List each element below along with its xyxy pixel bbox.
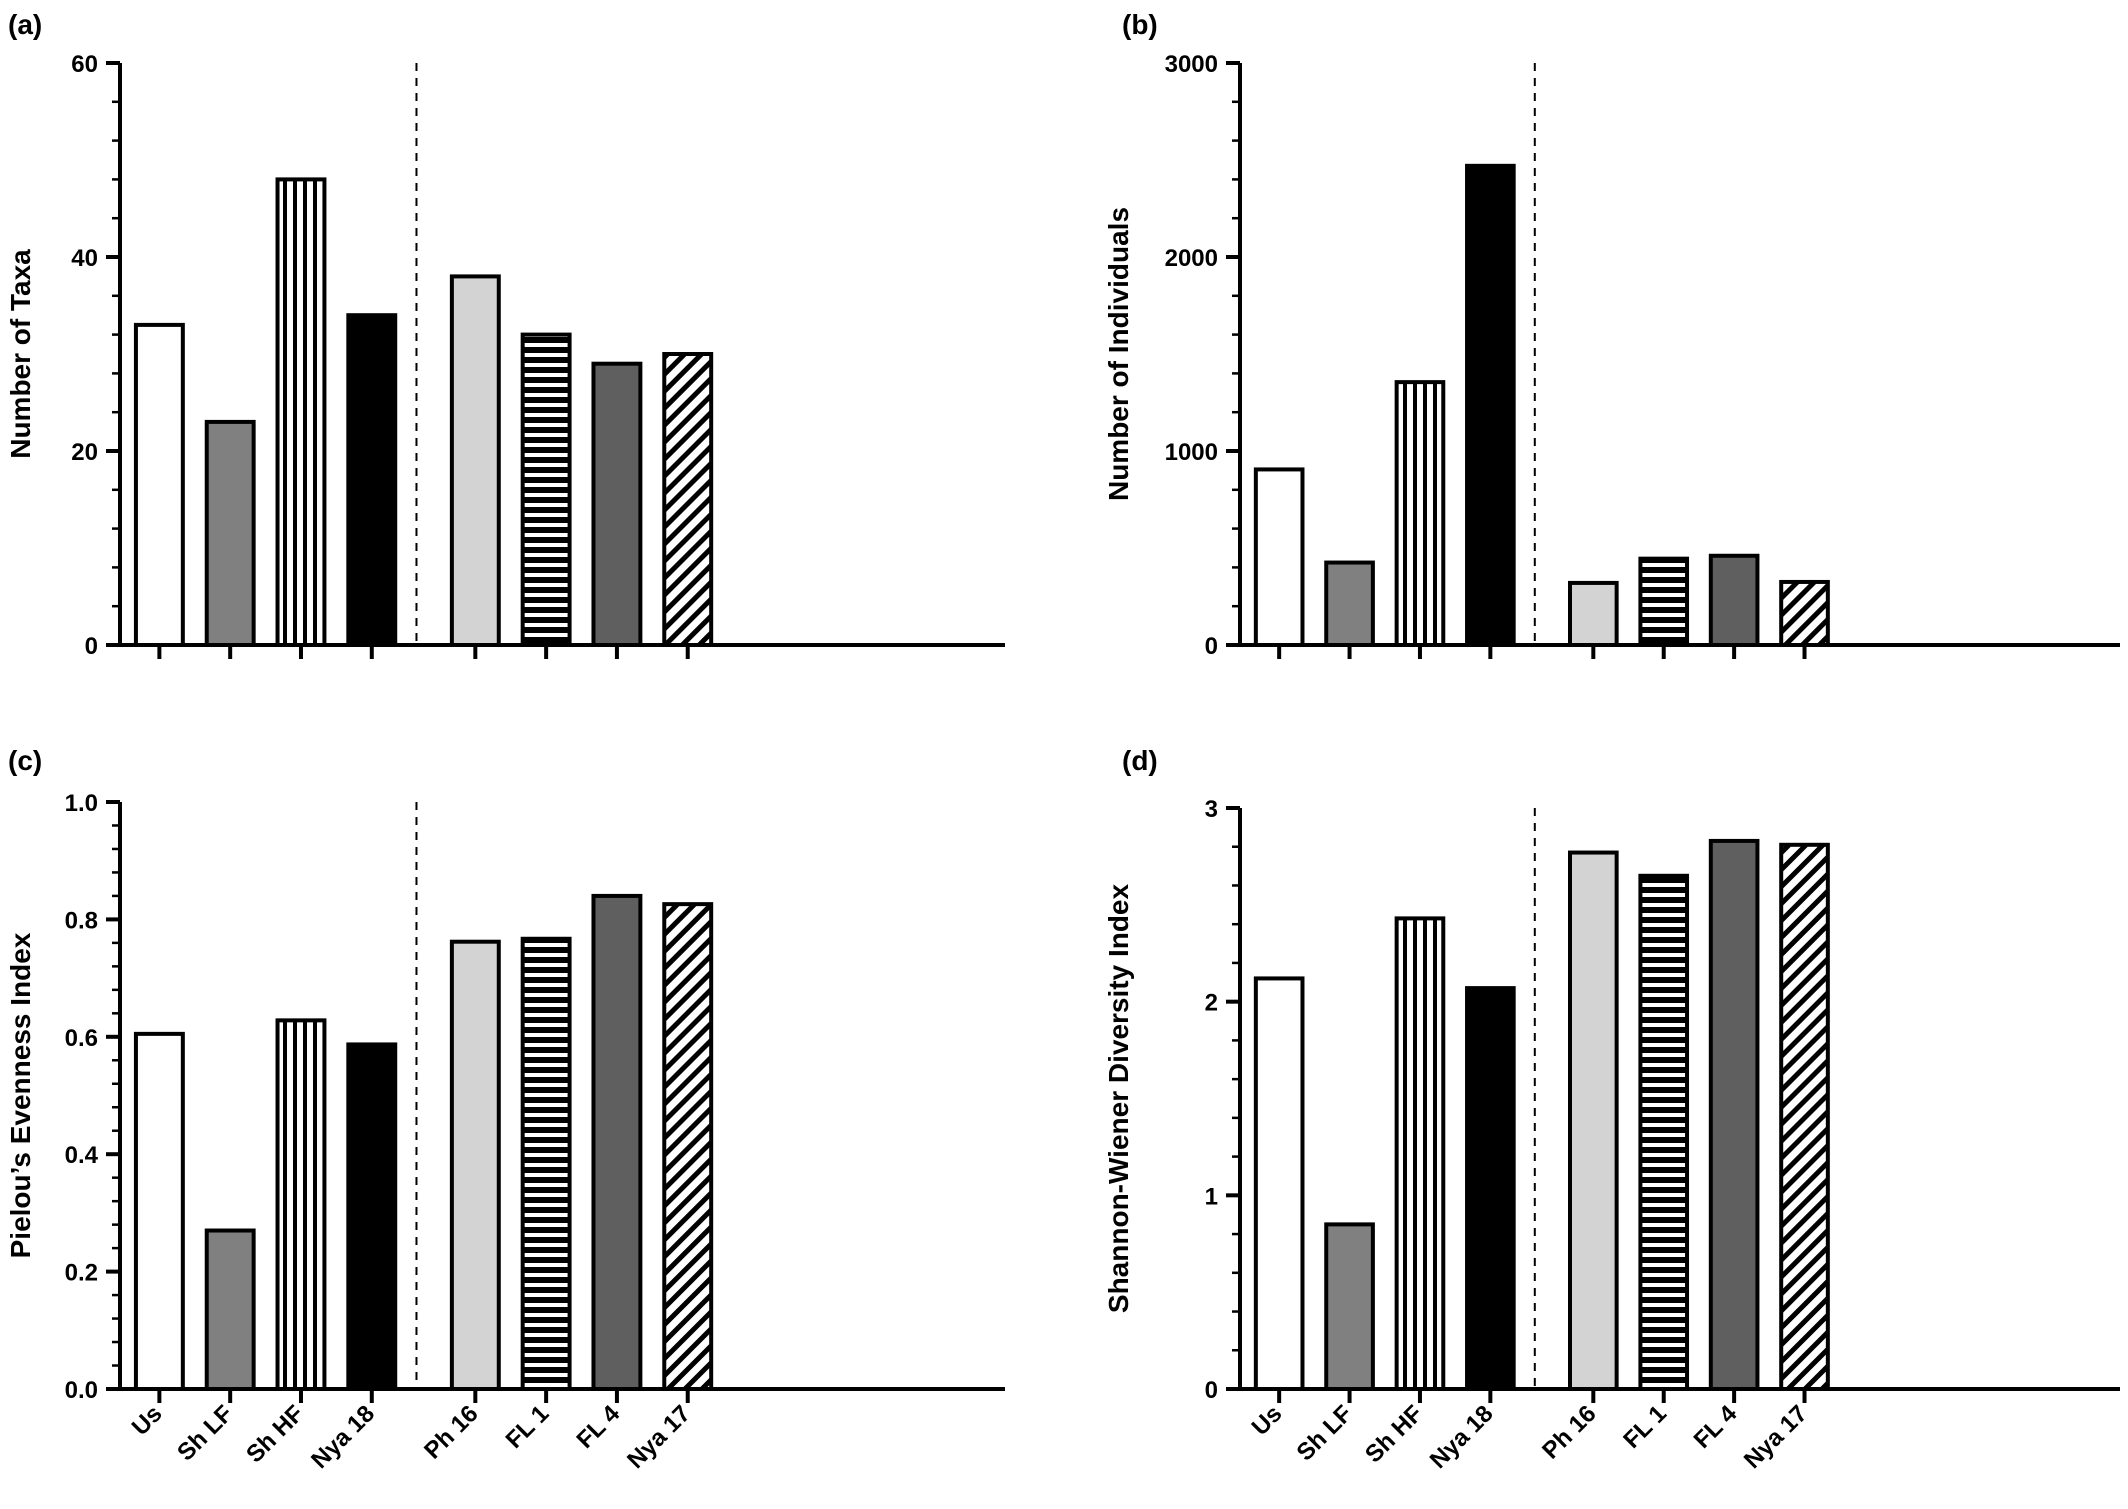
bar-us: [133, 1031, 185, 1391]
bar-nya-18: [346, 313, 398, 647]
category-label: Sh LF: [172, 1400, 238, 1466]
y-tick-label: 2000: [1165, 245, 1218, 272]
category-label: Nya 17: [1739, 1400, 1813, 1474]
bar-fl-4: [1708, 838, 1760, 1391]
y-axis-title: Number of Individuals: [1103, 207, 1134, 501]
bar-fl-1: [520, 332, 572, 647]
panel-letter: (c): [8, 745, 42, 776]
panel-letter: (d): [1122, 745, 1158, 776]
category-label: Nya 18: [1425, 1400, 1499, 1474]
category-label: Sh HF: [1360, 1400, 1428, 1468]
bar-fl-1: [1638, 556, 1690, 647]
bar-fl-4: [591, 893, 643, 1391]
y-tick-label: 1000: [1165, 439, 1218, 466]
chart-panel-b: (b) 0 1000 2000 3000 Number of Individuals: [1103, 9, 2120, 660]
category-label: FL 4: [1689, 1400, 1743, 1454]
y-axis-title: Number of Taxa: [5, 249, 36, 459]
category-label: Nya 18: [306, 1400, 380, 1474]
category-label: Sh HF: [241, 1400, 309, 1468]
y-tick-label: 60: [71, 51, 98, 78]
bar-sh-lf: [204, 419, 256, 647]
y-axis-title: Shannon-Wiener Diversity Index: [1103, 883, 1134, 1313]
bar-sh-hf: [275, 1018, 327, 1391]
category-label: Sh LF: [1292, 1400, 1358, 1466]
bar-nya-17: [662, 902, 714, 1391]
bar-sh-hf: [1394, 916, 1446, 1391]
category-label: Ph 16: [1537, 1400, 1601, 1464]
bar-us: [133, 322, 185, 647]
bar-nya-18: [1465, 163, 1516, 647]
bar-us: [1253, 467, 1305, 647]
bar-sh-hf: [275, 177, 327, 647]
y-tick-label: 0: [85, 633, 98, 660]
y-tick-label: 1.0: [65, 790, 98, 817]
bar-fl-1: [520, 936, 572, 1391]
y-axis-title: Pielou’s Evenness Index: [5, 932, 36, 1258]
bar-ph-16: [1568, 580, 1619, 647]
category-label: Us: [1247, 1400, 1288, 1441]
panel-letter: (b): [1122, 9, 1158, 40]
bar-sh-lf: [1324, 560, 1375, 647]
category-label: Ph 16: [419, 1400, 483, 1464]
chart-panel-a: (a) 0 20 40 60 Number of Taxa: [5, 9, 1005, 660]
y-tick-label: 0.0: [65, 1377, 98, 1404]
y-tick-label: 0.8: [65, 907, 98, 934]
bar-nya-17: [1779, 579, 1830, 648]
y-tick-label: 1: [1205, 1183, 1218, 1210]
bar-sh-lf: [1324, 1222, 1375, 1391]
y-tick-label: 0.6: [65, 1025, 98, 1052]
y-tick-label: 40: [71, 245, 98, 272]
category-label: FL 1: [1618, 1400, 1672, 1454]
panel-letter: (a): [8, 9, 42, 40]
y-tick-label: 2: [1205, 990, 1218, 1017]
bar-ph-16: [449, 274, 501, 647]
category-label: Nya 17: [622, 1400, 696, 1474]
bar-nya-18: [346, 1042, 398, 1392]
y-tick-label: 20: [71, 439, 98, 466]
category-label: Us: [127, 1400, 168, 1441]
bar-nya-17: [662, 352, 714, 647]
y-tick-label: 0: [1205, 633, 1218, 660]
y-tick-label: 0.2: [65, 1260, 98, 1287]
bar-sh-lf: [204, 1228, 256, 1392]
category-label: FL 1: [501, 1400, 555, 1454]
y-tick-label: 0.4: [65, 1142, 99, 1169]
bar-fl-4: [591, 361, 643, 647]
category-label: FL 4: [571, 1400, 625, 1454]
y-tick-label: 0: [1205, 1377, 1218, 1404]
bar-nya-18: [1465, 986, 1516, 1391]
bar-us: [1253, 976, 1305, 1392]
y-tick-label: 3: [1205, 796, 1218, 823]
bar-ph-16: [1568, 850, 1619, 1391]
y-tick-label: 3000: [1165, 51, 1218, 78]
bar-nya-17: [1779, 842, 1830, 1391]
bar-ph-16: [449, 939, 501, 1391]
bar-fl-1: [1638, 873, 1690, 1391]
bar-sh-hf: [1394, 380, 1446, 647]
bar-fl-4: [1708, 553, 1760, 648]
